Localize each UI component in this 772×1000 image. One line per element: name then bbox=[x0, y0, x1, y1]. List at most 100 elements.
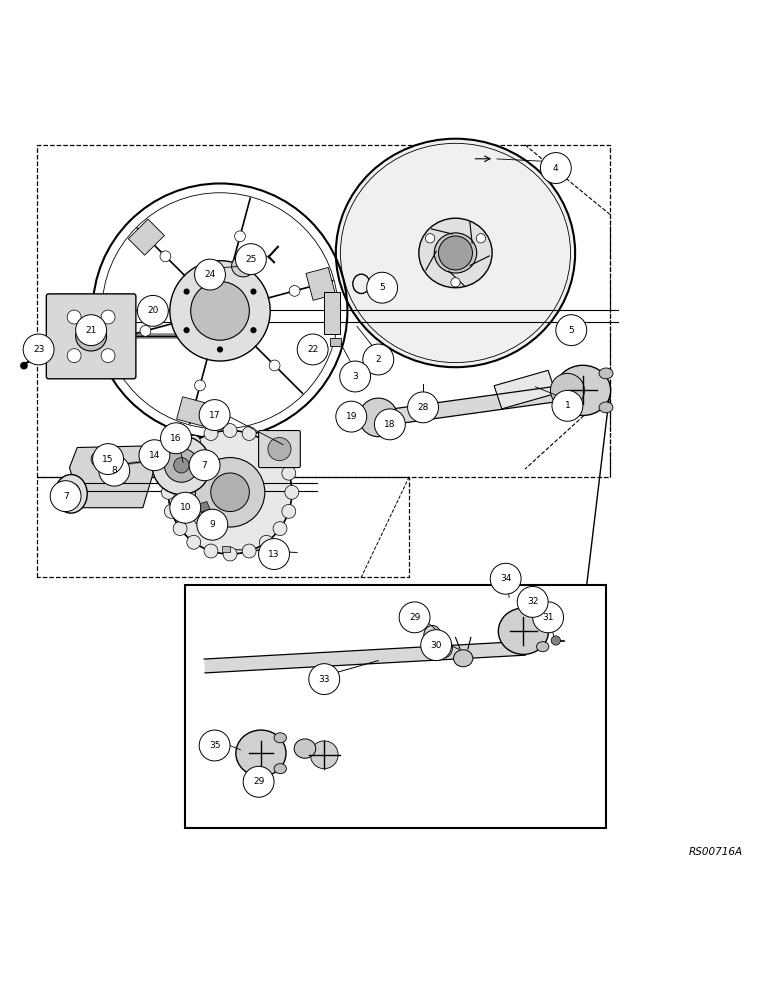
Circle shape bbox=[290, 285, 300, 296]
Ellipse shape bbox=[251, 772, 266, 789]
Circle shape bbox=[552, 390, 583, 421]
Ellipse shape bbox=[274, 733, 286, 743]
Text: 18: 18 bbox=[384, 420, 395, 429]
Circle shape bbox=[282, 466, 296, 480]
Ellipse shape bbox=[76, 322, 107, 351]
Circle shape bbox=[152, 436, 211, 495]
Circle shape bbox=[282, 504, 296, 518]
Text: 28: 28 bbox=[418, 403, 428, 412]
Circle shape bbox=[242, 544, 256, 558]
Circle shape bbox=[67, 310, 81, 324]
Circle shape bbox=[421, 630, 452, 661]
Circle shape bbox=[91, 451, 107, 467]
Circle shape bbox=[217, 346, 223, 353]
Ellipse shape bbox=[555, 365, 611, 415]
Text: 24: 24 bbox=[205, 270, 215, 279]
Circle shape bbox=[350, 420, 360, 429]
Circle shape bbox=[268, 437, 291, 461]
Text: 4: 4 bbox=[553, 164, 559, 173]
Circle shape bbox=[408, 392, 438, 423]
Circle shape bbox=[476, 234, 486, 243]
Polygon shape bbox=[330, 338, 341, 346]
Ellipse shape bbox=[194, 452, 217, 479]
Circle shape bbox=[259, 539, 290, 569]
Circle shape bbox=[217, 269, 223, 275]
Polygon shape bbox=[306, 267, 336, 300]
Circle shape bbox=[137, 295, 168, 326]
Text: 21: 21 bbox=[86, 326, 96, 335]
Text: 14: 14 bbox=[149, 451, 160, 460]
Circle shape bbox=[161, 485, 175, 499]
Ellipse shape bbox=[499, 608, 548, 654]
Text: 30: 30 bbox=[431, 641, 442, 650]
Circle shape bbox=[23, 334, 54, 365]
Polygon shape bbox=[324, 292, 340, 334]
Text: 7: 7 bbox=[201, 461, 208, 470]
Text: 1: 1 bbox=[564, 401, 571, 410]
Ellipse shape bbox=[435, 639, 452, 658]
Circle shape bbox=[269, 360, 280, 371]
Ellipse shape bbox=[274, 764, 286, 774]
Circle shape bbox=[363, 344, 394, 375]
Circle shape bbox=[139, 440, 170, 471]
Circle shape bbox=[556, 315, 587, 346]
Text: 23: 23 bbox=[33, 345, 44, 354]
Circle shape bbox=[189, 450, 220, 481]
Polygon shape bbox=[177, 397, 209, 426]
Circle shape bbox=[273, 522, 287, 536]
Polygon shape bbox=[69, 446, 154, 508]
Circle shape bbox=[211, 473, 249, 512]
Polygon shape bbox=[205, 641, 525, 673]
Circle shape bbox=[540, 153, 571, 183]
Circle shape bbox=[93, 444, 124, 475]
Ellipse shape bbox=[537, 611, 549, 621]
Ellipse shape bbox=[304, 337, 326, 357]
Ellipse shape bbox=[424, 625, 441, 645]
Polygon shape bbox=[370, 384, 572, 427]
Circle shape bbox=[173, 522, 187, 536]
Text: 34: 34 bbox=[500, 574, 511, 583]
Ellipse shape bbox=[62, 483, 80, 505]
Polygon shape bbox=[191, 502, 210, 514]
Text: 10: 10 bbox=[180, 503, 191, 512]
Circle shape bbox=[164, 448, 198, 482]
Text: 8: 8 bbox=[111, 466, 117, 475]
Circle shape bbox=[235, 244, 266, 275]
Circle shape bbox=[184, 327, 190, 333]
Circle shape bbox=[425, 234, 435, 243]
Text: 5: 5 bbox=[568, 326, 574, 335]
Text: 29: 29 bbox=[253, 777, 264, 786]
Circle shape bbox=[533, 602, 564, 633]
Circle shape bbox=[195, 380, 205, 391]
Text: 5: 5 bbox=[379, 283, 385, 292]
Circle shape bbox=[336, 401, 367, 432]
Circle shape bbox=[250, 288, 256, 295]
Text: 29: 29 bbox=[409, 613, 420, 622]
Circle shape bbox=[550, 373, 584, 407]
Ellipse shape bbox=[294, 739, 316, 758]
Circle shape bbox=[204, 427, 218, 440]
Ellipse shape bbox=[232, 255, 255, 277]
Circle shape bbox=[367, 272, 398, 303]
Circle shape bbox=[235, 231, 245, 242]
Circle shape bbox=[359, 398, 398, 437]
Circle shape bbox=[285, 485, 299, 499]
Text: 9: 9 bbox=[209, 520, 215, 529]
Circle shape bbox=[168, 431, 292, 554]
Text: 31: 31 bbox=[543, 613, 554, 622]
Ellipse shape bbox=[418, 218, 493, 288]
Ellipse shape bbox=[236, 730, 286, 776]
Circle shape bbox=[297, 334, 328, 365]
Polygon shape bbox=[222, 546, 230, 552]
Circle shape bbox=[187, 535, 201, 549]
Circle shape bbox=[101, 310, 115, 324]
Text: 32: 32 bbox=[527, 597, 538, 606]
Circle shape bbox=[191, 282, 249, 340]
Circle shape bbox=[174, 458, 189, 473]
Circle shape bbox=[259, 435, 273, 449]
Circle shape bbox=[399, 602, 430, 633]
Circle shape bbox=[340, 361, 371, 392]
Circle shape bbox=[170, 492, 201, 523]
Circle shape bbox=[374, 409, 405, 440]
Circle shape bbox=[140, 325, 151, 336]
